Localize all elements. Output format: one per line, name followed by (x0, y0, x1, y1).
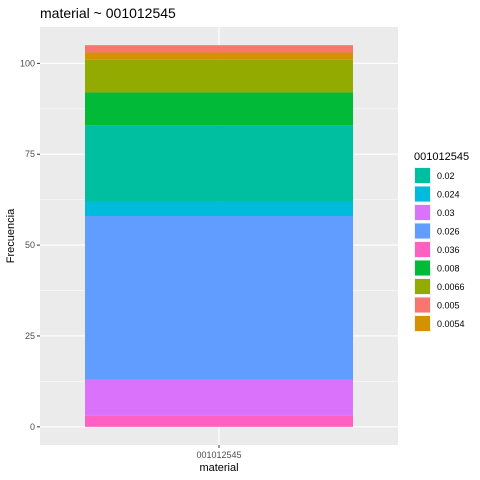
bar-segment-0.024 (85, 201, 353, 217)
y-axis-title: Frecuencia (5, 208, 17, 263)
bar-segment-0.005 (85, 45, 353, 53)
y-tick-label: 100 (20, 58, 35, 68)
bar-segment-0.008 (85, 92, 353, 126)
legend-label: 0.0054 (437, 319, 465, 329)
legend-key-0.02 (415, 168, 430, 183)
legend-label: 0.036 (437, 245, 460, 255)
legend-title: 001012545 (414, 151, 469, 163)
y-tick-label: 50 (25, 240, 35, 250)
legend-label: 0.03 (437, 208, 455, 218)
bar-segment-0.0066 (85, 59, 353, 93)
legend-label: 0.0066 (437, 282, 465, 292)
bar-segment-0.03 (85, 379, 353, 416)
legend-label: 0.024 (437, 190, 460, 200)
y-tick-label: 25 (25, 331, 35, 341)
legend-key-0.005 (415, 297, 430, 313)
bar-segment-0.026 (85, 216, 353, 380)
legend-key-0.0066 (415, 279, 430, 294)
legend-key-0.008 (415, 260, 430, 276)
bar-segment-0.02 (85, 125, 353, 202)
legend-key-0.026 (415, 223, 430, 239)
bar-segment-0.036 (85, 415, 353, 427)
legend-label: 0.005 (437, 301, 460, 311)
legend-label: 0.008 (437, 264, 460, 274)
legend-label: 0.02 (437, 171, 455, 181)
chart-title: material ~ 001012545 (40, 5, 176, 21)
legend-key-0.024 (415, 186, 430, 202)
y-tick-label: 0 (30, 422, 35, 432)
y-tick-label: 75 (25, 149, 35, 159)
x-tick-label: 001012545 (196, 450, 241, 460)
legend-key-0.03 (415, 205, 430, 220)
legend-items: 0.02 0.024 0.03 0.026 0.036 0.008 0.0066 0.005 0… (414, 167, 465, 332)
bar-segment-0.0054 (85, 52, 353, 60)
legend: 001012545 0.020.0240.030.0260.0360.0080.… (414, 151, 469, 332)
y-axis: 0 25 50 75 100 (20, 58, 40, 432)
legend-label: 0.026 (437, 227, 460, 237)
legend-key-0.036 (415, 242, 430, 257)
x-axis-title: material (199, 462, 238, 474)
x-axis: 001012545 (196, 445, 242, 460)
bars (85, 45, 353, 427)
legend-key-0.0054 (415, 316, 430, 331)
